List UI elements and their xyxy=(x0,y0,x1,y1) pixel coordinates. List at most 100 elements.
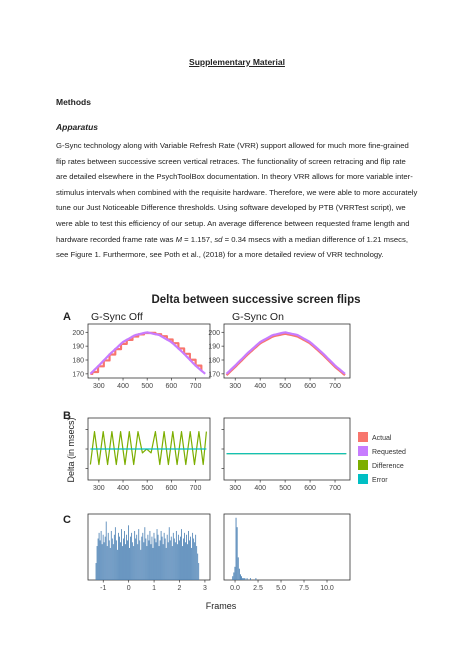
histogram-bar xyxy=(163,532,165,580)
x-tick-label: 500 xyxy=(279,485,291,492)
x-axis-label: Frames xyxy=(206,601,237,611)
histogram-bar xyxy=(181,529,182,580)
histogram-bar xyxy=(125,544,126,580)
histogram-bar xyxy=(149,530,151,580)
histogram-bar xyxy=(168,527,170,580)
histogram-bar xyxy=(137,544,139,580)
panel-frame xyxy=(87,323,211,379)
histogram-bar xyxy=(176,544,178,580)
histogram-bar xyxy=(246,578,248,580)
series-requested xyxy=(225,331,346,375)
histogram-bar xyxy=(131,532,133,580)
panel-label-a: A xyxy=(63,311,71,323)
x-tick-label: 0 xyxy=(127,585,131,592)
histogram-bar xyxy=(160,530,162,580)
histogram-bar xyxy=(241,576,243,580)
series-requested xyxy=(89,331,206,375)
histogram-bar xyxy=(192,532,194,580)
x-tick-label: 300 xyxy=(93,383,105,390)
histogram-bar xyxy=(186,534,187,580)
x-tick-label: 700 xyxy=(329,485,341,492)
x-tick-label: 2.5 xyxy=(253,585,263,592)
histogram-bar xyxy=(102,534,104,580)
x-tick-label: 300 xyxy=(229,383,241,390)
histogram-bar xyxy=(166,534,168,580)
histogram-bar xyxy=(123,538,124,580)
x-tick-label: 400 xyxy=(254,383,266,390)
y-tick-label: 190 xyxy=(72,344,84,351)
panel-a-right: 300 400 500 600 700 170 180 190 200 xyxy=(208,323,351,390)
figure-1: Delta between successive screen flips A … xyxy=(63,294,406,611)
histogram-bar xyxy=(152,547,154,580)
histogram-bar xyxy=(96,546,98,580)
histogram-bar xyxy=(107,532,109,580)
histogram-bar xyxy=(236,527,238,580)
paragraph-run: sd xyxy=(214,234,223,244)
panel-frame xyxy=(223,513,351,581)
histogram-bar xyxy=(180,536,181,580)
x-tick-label: 2 xyxy=(178,585,182,592)
histogram-bar xyxy=(100,530,102,580)
histogram-bar xyxy=(178,540,180,580)
x-tick-label: 500 xyxy=(279,383,291,390)
histogram-bar xyxy=(153,532,155,580)
histogram-bar xyxy=(116,549,118,580)
panel-frame xyxy=(223,417,351,481)
section-heading-methods: Methods xyxy=(56,97,91,107)
histogram-bar xyxy=(238,568,240,580)
histogram-bar xyxy=(146,546,148,580)
histogram-bar xyxy=(101,544,103,580)
histogram-bar xyxy=(184,532,185,580)
x-tick-label: 500 xyxy=(141,485,153,492)
histogram-bar xyxy=(110,530,112,580)
histogram-bar xyxy=(237,557,239,580)
histogram-bar xyxy=(121,529,122,580)
x-tick-label: 7.5 xyxy=(299,585,309,592)
histogram-bar xyxy=(187,544,188,580)
histogram-bar xyxy=(139,540,141,580)
x-tick-label: 600 xyxy=(166,383,178,390)
histogram-bar xyxy=(196,546,198,580)
histogram-bar xyxy=(156,529,158,580)
histogram-bar xyxy=(161,536,163,580)
x-tick-label: 0.0 xyxy=(230,585,240,592)
figure-title: Delta between successive screen flips xyxy=(151,294,360,306)
histogram-bar xyxy=(167,542,169,580)
histogram-bar xyxy=(120,542,121,580)
histogram-bar xyxy=(99,540,101,580)
panel-title-gsync-off: G-Sync Off xyxy=(91,311,143,323)
histogram-bar xyxy=(148,540,150,580)
x-tick-label: 300 xyxy=(229,485,241,492)
histogram-bar xyxy=(240,574,241,580)
panel-b-right: 300 400 500 600 700 xyxy=(221,417,351,492)
histogram-bar xyxy=(95,563,97,580)
legend-label-error: Error xyxy=(372,477,388,484)
histogram-bar xyxy=(151,536,153,580)
y-tick-label: 190 xyxy=(208,344,220,351)
histogram-bar xyxy=(162,544,164,580)
histogram-bar xyxy=(188,530,189,580)
y-tick-label: 170 xyxy=(208,371,220,378)
histogram-bar xyxy=(235,517,237,580)
histogram-bar xyxy=(145,538,147,580)
histogram-bar xyxy=(255,578,257,580)
histogram-bar xyxy=(175,530,177,580)
histogram-bar xyxy=(244,578,246,580)
x-tick-label: 400 xyxy=(117,485,129,492)
x-tick-label: 400 xyxy=(117,383,129,390)
legend-label-difference: Difference xyxy=(372,463,404,470)
histogram-bar xyxy=(133,546,135,580)
histogram-bar xyxy=(164,538,166,580)
apparatus-paragraph: G-Sync technology along with Variable Re… xyxy=(56,138,418,263)
legend-label-requested: Requested xyxy=(372,449,406,456)
paragraph-run: = 1.157, xyxy=(182,234,215,244)
document-title: Supplementary Material xyxy=(189,57,285,67)
paragraph-run: M xyxy=(175,234,183,244)
x-tick-label: 700 xyxy=(190,383,202,390)
x-tick-label: 10.0 xyxy=(320,585,334,592)
y-tick-label: 180 xyxy=(208,358,220,365)
legend-swatch-actual xyxy=(358,432,368,442)
histogram-bar xyxy=(159,540,161,580)
y-axis-label: Delta (in msecs) xyxy=(66,417,76,482)
panel-title-gsync-on: G-Sync On xyxy=(232,311,284,323)
